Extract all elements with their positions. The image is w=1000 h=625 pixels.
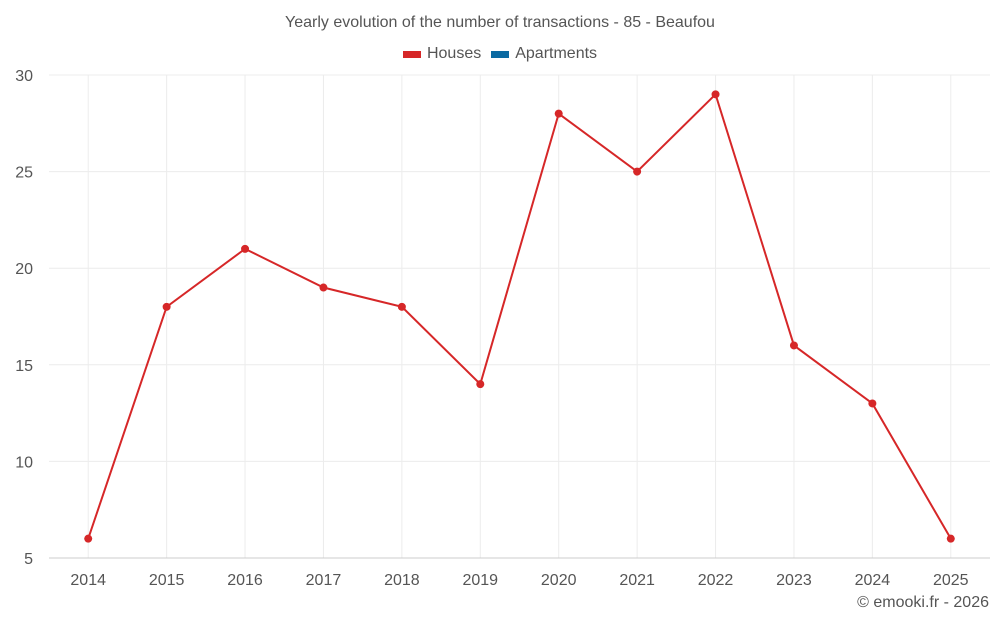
grid-lines [49,74,990,558]
legend-swatch-houses [402,50,421,58]
data-point-houses-2021[interactable] [633,167,642,176]
x-axis: 2014 2015 2016 2017 2018 2019 2020 2021 2022 2023… [49,557,990,589]
x-tick-label: 2014 [70,572,106,589]
y-tick-label: 15 [15,358,33,375]
series-layer [84,90,955,543]
data-point-houses-2018[interactable] [397,302,406,311]
x-tick-label: 2017 [306,572,342,589]
x-tick-label: 2022 [698,572,734,589]
legend-item-houses[interactable]: Houses [402,45,482,63]
legend-swatch-apartments [491,50,510,58]
y-tick-label: 25 [15,165,33,182]
x-tick-label: 2020 [541,572,577,589]
data-point-houses-2015[interactable] [162,302,171,311]
x-tick-label: 2021 [619,572,655,589]
y-tick-label: 5 [24,551,33,568]
x-tick-label: 2015 [149,572,185,589]
legend-label-houses: Houses [426,45,482,62]
x-tick-label: 2018 [384,572,420,589]
data-point-houses-2014[interactable] [84,534,93,543]
x-tick-label: 2024 [855,572,891,589]
series-line-houses [87,92,952,540]
data-point-houses-2025[interactable] [946,534,955,543]
copyright-credit: © emooki.fr - 2026 [857,594,989,611]
x-tick-label: 2025 [933,572,969,589]
data-point-houses-2020[interactable] [554,109,563,118]
data-point-houses-2023[interactable] [789,341,798,350]
x-tick-label: 2019 [462,572,498,589]
legend-label-apartments: Apartments [515,45,598,62]
data-point-houses-2016[interactable] [241,244,250,253]
data-point-houses-2017[interactable] [319,283,328,292]
data-point-houses-2024[interactable] [868,399,877,408]
chart-legend: Houses Apartments [0,45,1000,63]
x-tick-label: 2016 [227,572,263,589]
y-axis: 5 10 15 20 25 30 [15,68,33,568]
y-tick-label: 10 [15,454,33,471]
data-point-houses-2022[interactable] [711,90,720,99]
x-tick-label: 2023 [776,572,812,589]
y-tick-label: 30 [15,68,33,85]
chart-title: Yearly evolution of the number of transa… [285,14,715,31]
legend-item-apartments[interactable]: Apartments [491,45,597,63]
y-tick-label: 20 [15,261,33,278]
data-point-houses-2019[interactable] [476,380,485,389]
